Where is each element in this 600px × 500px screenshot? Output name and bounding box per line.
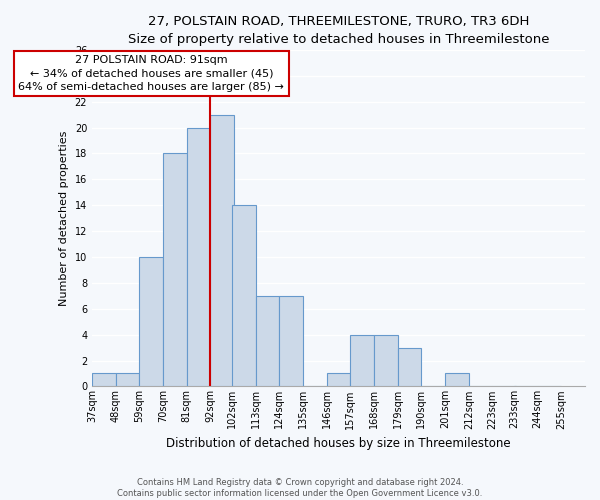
Bar <box>187 128 211 386</box>
Bar <box>139 257 163 386</box>
Y-axis label: Number of detached properties: Number of detached properties <box>59 130 69 306</box>
Bar <box>398 348 421 387</box>
Title: 27, POLSTAIN ROAD, THREEMILESTONE, TRURO, TR3 6DH
Size of property relative to d: 27, POLSTAIN ROAD, THREEMILESTONE, TRURO… <box>128 15 549 46</box>
Bar <box>163 154 187 386</box>
Bar <box>445 374 469 386</box>
X-axis label: Distribution of detached houses by size in Threemilestone: Distribution of detached houses by size … <box>166 437 511 450</box>
Bar <box>327 374 350 386</box>
Bar <box>374 334 398 386</box>
Bar <box>116 374 139 386</box>
Text: 27 POLSTAIN ROAD: 91sqm
← 34% of detached houses are smaller (45)
64% of semi-de: 27 POLSTAIN ROAD: 91sqm ← 34% of detache… <box>19 55 284 92</box>
Bar <box>211 114 234 386</box>
Text: Contains HM Land Registry data © Crown copyright and database right 2024.
Contai: Contains HM Land Registry data © Crown c… <box>118 478 482 498</box>
Bar <box>256 296 280 386</box>
Bar <box>232 205 256 386</box>
Bar <box>350 334 374 386</box>
Bar <box>92 374 116 386</box>
Bar <box>280 296 303 386</box>
